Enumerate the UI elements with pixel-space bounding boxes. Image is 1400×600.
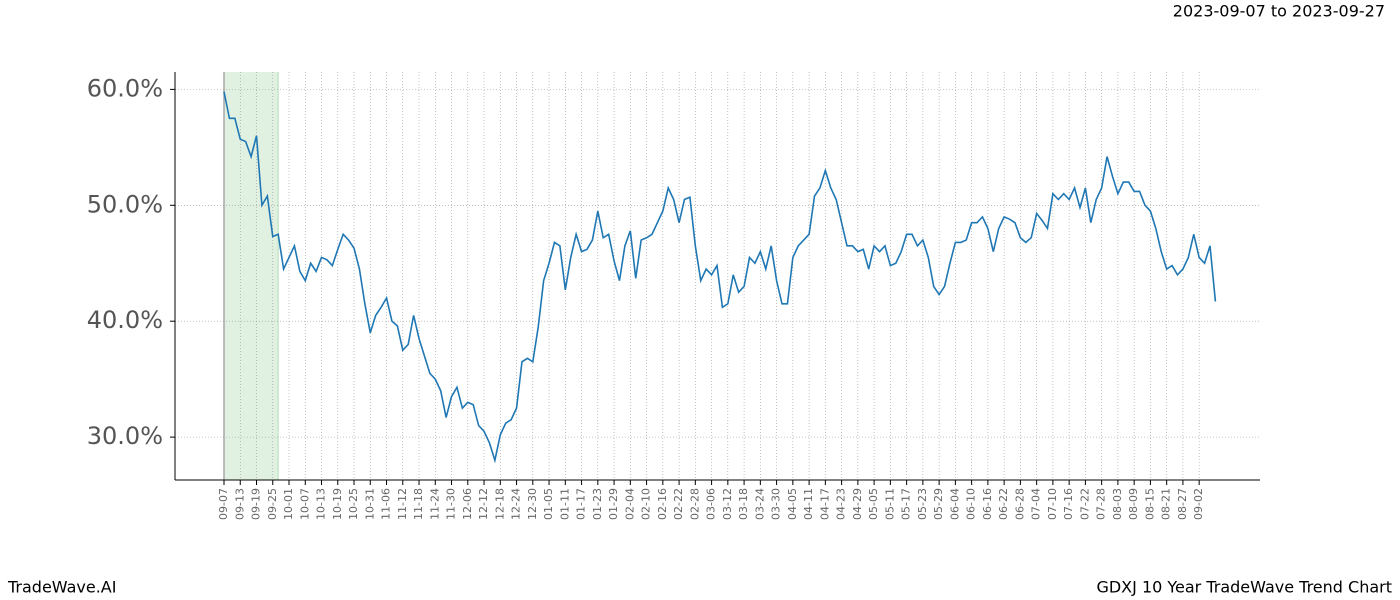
x-tick-label: 04-11	[802, 488, 815, 520]
x-tick-label: 08-09	[1127, 488, 1140, 520]
x-tick-label: 05-11	[883, 488, 896, 520]
x-tick-label: 03-24	[753, 488, 766, 520]
x-tick-label: 11-24	[428, 488, 441, 520]
x-tick-label: 05-05	[867, 488, 880, 520]
x-tick-label: 07-22	[1078, 488, 1091, 520]
x-tick-label: 02-04	[623, 488, 636, 520]
x-tick-label: 08-03	[1111, 488, 1124, 520]
x-tick-label: 09-07	[217, 488, 230, 520]
x-tick-label: 08-21	[1160, 488, 1173, 520]
x-tick-label: 04-05	[786, 488, 799, 520]
x-tick-label: 12-24	[510, 488, 523, 520]
x-tick-label: 02-28	[688, 488, 701, 520]
x-tick-label: 12-30	[526, 488, 539, 520]
x-tick-label: 02-22	[672, 488, 685, 520]
x-tick-label: 09-13	[233, 488, 246, 520]
x-tick-label: 11-12	[396, 488, 409, 520]
x-tick-label: 01-23	[591, 488, 604, 520]
x-tick-label: 11-18	[412, 488, 425, 520]
x-tick-label: 09-02	[1192, 488, 1205, 520]
x-tick-label: 10-01	[282, 488, 295, 520]
y-tick-label: 30.0%	[87, 422, 163, 450]
x-tick-label: 11-30	[445, 488, 458, 520]
x-tick-label: 06-28	[1013, 488, 1026, 520]
x-tick-label: 12-18	[493, 488, 506, 520]
x-tick-label: 04-29	[851, 488, 864, 520]
highlight-band	[224, 72, 279, 480]
x-tick-label: 05-17	[900, 488, 913, 520]
trend-line	[223, 91, 1217, 464]
x-tick-label: 10-25	[347, 488, 360, 520]
watermark: TradeWave.AI	[7, 578, 116, 597]
x-tick-label: 09-25	[266, 488, 279, 520]
x-tick-label: 07-28	[1095, 488, 1108, 520]
x-tick-label: 09-19	[250, 488, 263, 520]
x-tick-label: 10-13	[315, 488, 328, 520]
x-tick-label: 03-30	[770, 488, 783, 520]
x-tick-label: 12-12	[477, 488, 490, 520]
x-tick-label: 02-10	[640, 488, 653, 520]
x-tick-label: 08-27	[1176, 488, 1189, 520]
x-tick-label: 02-16	[656, 488, 669, 520]
x-tick-label: 08-15	[1143, 488, 1156, 520]
x-tick-label: 10-19	[331, 488, 344, 520]
x-tick-label: 06-22	[997, 488, 1010, 520]
x-tick-label: 10-07	[298, 488, 311, 520]
x-tick-label: 01-17	[575, 488, 588, 520]
x-tick-label: 06-10	[965, 488, 978, 520]
y-tick-label: 60.0%	[87, 74, 163, 102]
x-tick-label: 04-23	[835, 488, 848, 520]
x-tick-label: 05-29	[932, 488, 945, 520]
y-tick-label: 50.0%	[87, 190, 163, 218]
x-tick-label: 11-06	[380, 488, 393, 520]
x-tick-label: 10-31	[363, 488, 376, 520]
x-tick-label: 03-06	[705, 488, 718, 520]
x-tick-label: 07-10	[1046, 488, 1059, 520]
x-tick-label: 05-23	[916, 488, 929, 520]
chart-title: GDXJ 10 Year TradeWave Trend Chart	[1096, 578, 1392, 597]
x-tick-label: 07-16	[1062, 488, 1075, 520]
date-range: 2023-09-07 to 2023-09-27	[1173, 2, 1385, 21]
x-tick-label: 01-29	[607, 488, 620, 520]
x-tick-label: 01-05	[542, 488, 555, 520]
x-tick-label: 04-17	[818, 488, 831, 520]
x-tick-label: 01-11	[558, 488, 571, 520]
x-tick-label: 03-18	[737, 488, 750, 520]
x-tick-label: 12-06	[461, 488, 474, 520]
x-tick-label: 06-16	[981, 488, 994, 520]
y-tick-label: 40.0%	[87, 306, 163, 334]
x-tick-label: 07-04	[1030, 488, 1043, 520]
x-tick-label: 03-12	[721, 488, 734, 520]
x-tick-label: 06-04	[948, 488, 961, 520]
